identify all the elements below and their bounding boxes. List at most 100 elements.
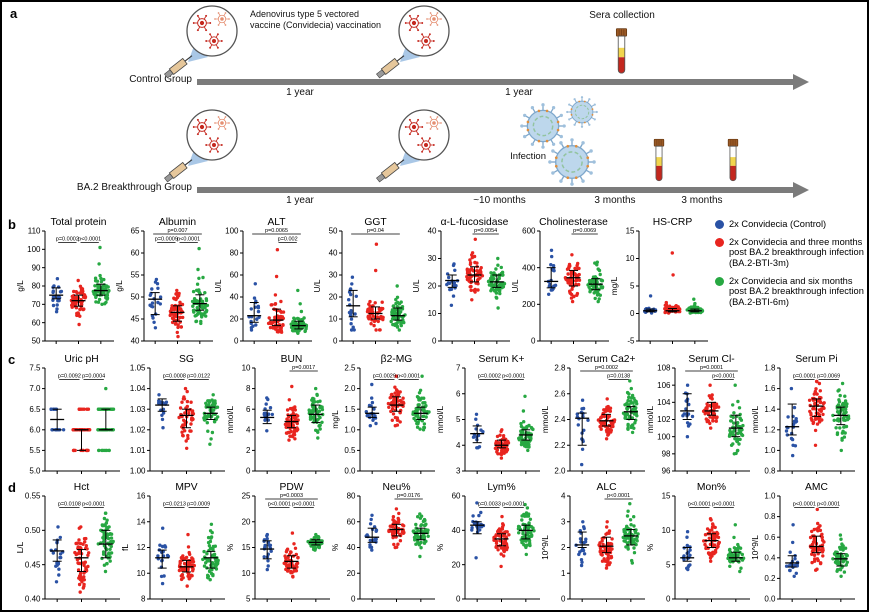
svg-text:102: 102 (657, 415, 671, 424)
dots-green (517, 394, 535, 453)
scatter-plot-sg: SG 1.00 1.01 1.02 1.03 1.04 1.05 p=0.0008 p=0.01… (121, 352, 226, 483)
svg-text:3: 3 (561, 517, 566, 526)
svg-text:30: 30 (428, 254, 437, 263)
error-bar-blue (785, 555, 800, 568)
dots-blue (364, 382, 378, 428)
dots-green (831, 533, 849, 578)
error-bar-green (518, 429, 533, 441)
svg-text:ALT: ALT (267, 217, 286, 228)
svg-text:1.04: 1.04 (130, 384, 146, 393)
svg-text:BUN: BUN (281, 354, 303, 365)
svg-text:14: 14 (137, 517, 146, 526)
error-bar-green (98, 529, 113, 559)
svg-text:0.6: 0.6 (764, 533, 776, 542)
error-bar-red (809, 535, 824, 554)
svg-text:Mon%: Mon% (697, 482, 726, 493)
error-bar-green (413, 527, 428, 541)
dots-red (808, 507, 826, 572)
svg-text:2.6: 2.6 (554, 389, 566, 398)
p-value-label: p<0.0001 (397, 374, 420, 380)
svg-text:β2-MG: β2-MG (381, 354, 413, 365)
svg-text:0.4: 0.4 (764, 553, 776, 562)
p-value-label: p=0.007 (167, 228, 187, 234)
error-bar-green (489, 274, 504, 288)
p-value-label: p<0.0001 (502, 374, 525, 380)
svg-text:600: 600 (522, 227, 536, 236)
svg-text:8: 8 (141, 595, 146, 604)
svg-text:0: 0 (234, 337, 239, 346)
svg-text:mg/L: mg/L (331, 410, 340, 429)
panel-b-label: b (8, 217, 16, 232)
svg-text:0.50: 0.50 (25, 526, 41, 535)
scatter-plot-total-protein: Total protein g/L 50 60 70 80 90 100 110 p=0.0002… (15, 215, 115, 353)
svg-text:Total protein: Total protein (50, 217, 106, 228)
svg-text:10: 10 (137, 569, 146, 578)
error-bar-green (728, 551, 743, 562)
chart-svg: ALT U/L 0 20 40 60 80 100 p=0.0065 p=0.002 (213, 217, 312, 346)
panel-c-charts: Uric pH 5.0 5.5 6.0 6.5 7.0 7.5 p=0.0092 p=0.000… (2, 352, 867, 483)
svg-text:90: 90 (32, 263, 41, 272)
scatter-plot--l-fucosidase: α-L-fucosidase U/L 0 10 20 30 40 p=0.0054 (411, 215, 511, 353)
svg-text:2.4: 2.4 (554, 415, 566, 424)
legend-label: 2x Convidecia and six months post BA.2 b… (729, 275, 864, 308)
svg-text:0: 0 (630, 309, 635, 318)
dots-green (586, 260, 605, 304)
p-value-label: p=0.0008 (163, 374, 186, 380)
error-bar-red (599, 536, 614, 554)
scatter-plot-alc: ALC 10^9/L 0 1 2 3 4 p<0.0001 (540, 480, 646, 610)
dots-red (663, 251, 682, 315)
svg-text:SG: SG (179, 354, 194, 365)
svg-text:40: 40 (131, 337, 140, 346)
scatter-plot-amc: AMC 10^9/L 0.0 0.2 0.4 0.6 0.8 1.0 p<0.0001 p<0.0… (750, 480, 856, 610)
syringe-vaccine-icon (376, 108, 456, 188)
p-value-label: p<0.0001 (688, 502, 711, 508)
dots-blue (247, 282, 261, 332)
svg-text:8: 8 (246, 384, 251, 393)
svg-text:1.03: 1.03 (130, 405, 146, 414)
panel-b-charts: Total protein g/L 50 60 70 80 90 100 110 p=0.0002… (2, 215, 867, 353)
svg-text:1.02: 1.02 (130, 425, 146, 434)
p-value-label: p<0.0001 (607, 493, 630, 499)
scatter-plot-ggt: GGT U/L 0 10 20 30 40 50 p=0.04 (312, 215, 412, 353)
panel-a-timeline: a Control Group Adenovirus type 5 vector… (2, 2, 867, 215)
svg-text:80: 80 (32, 282, 41, 291)
svg-text:80: 80 (230, 249, 239, 258)
blood-tube-icon (726, 138, 740, 185)
svg-text:0.5: 0.5 (344, 446, 356, 455)
svg-text:45: 45 (131, 315, 140, 324)
error-bar-green (308, 404, 323, 424)
dots-blue (262, 396, 274, 433)
p-value-label: p<0.0001 (817, 502, 840, 508)
dots-green (726, 523, 746, 574)
scatter-plot-serum-pi: Serum Pi mmol/L 0.8 1.0 1.2 1.4 1.6 1.8 p=0.0001… (750, 352, 856, 483)
control-timeline-arrow (197, 74, 809, 90)
p-value-label: p=0.0009 (155, 237, 178, 243)
dots-blue (347, 275, 358, 332)
svg-text:mmol/L: mmol/L (646, 406, 655, 434)
svg-text:10^9/L: 10^9/L (751, 535, 760, 560)
svg-text:1.5: 1.5 (344, 405, 356, 414)
panel-b: b Total protein g/L 50 60 70 80 90 100 110 p=0.00… (2, 215, 867, 352)
svg-text:Serum Cl-: Serum Cl- (688, 354, 734, 365)
error-bar-blue (680, 547, 695, 562)
error-bar-red (71, 294, 86, 307)
error-bar-green (623, 528, 638, 546)
error-bar-green (203, 550, 218, 569)
error-bar-red (284, 414, 299, 429)
error-bar-red (809, 398, 824, 417)
error-bar-green (833, 553, 848, 567)
svg-text:AMC: AMC (805, 482, 828, 493)
svg-text:Serum Pi: Serum Pi (795, 354, 837, 365)
svg-text:MPV: MPV (175, 482, 197, 493)
bti-timeline-arrow (197, 182, 809, 198)
chart-svg: PDW% 5 10 15 20 25 p=0.0003 p<0.0001 p<0.0001 (225, 482, 330, 604)
svg-text:Cholinesterase: Cholinesterase (539, 217, 608, 228)
svg-text:3: 3 (456, 467, 461, 476)
error-bar-blue (247, 302, 262, 323)
svg-text:PDW: PDW (279, 482, 303, 493)
svg-text:200: 200 (522, 300, 536, 309)
svg-text:10: 10 (242, 569, 251, 578)
svg-text:5: 5 (456, 415, 461, 424)
svg-text:108: 108 (657, 364, 671, 373)
scatter-plot-serum-cl-: Serum Cl-mmol/L 96 98 100 102 104 106 108 p=0.00… (645, 352, 751, 483)
